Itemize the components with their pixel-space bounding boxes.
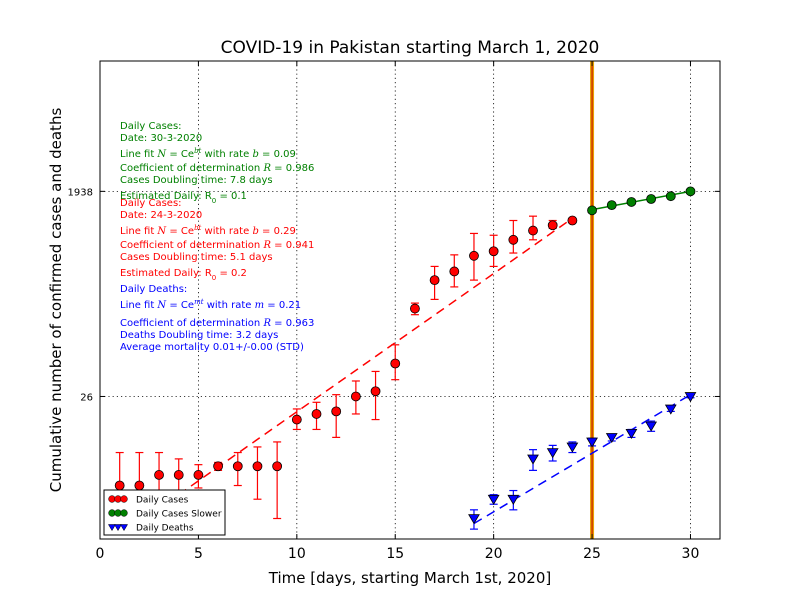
x-tick-label: 20 xyxy=(485,546,503,562)
grid xyxy=(100,61,720,539)
daily-cases-point xyxy=(173,470,184,480)
daily-cases-point xyxy=(567,215,578,226)
annotation-line: Coefficient of determination R = 0.963 xyxy=(120,318,314,329)
daily-cases-point xyxy=(154,470,164,480)
daily-deaths-point xyxy=(468,514,480,525)
daily-cases-point xyxy=(134,480,145,491)
x-tick-label: 5 xyxy=(194,546,203,562)
legend: Daily Cases Daily Cases Slower Daily Death… xyxy=(103,489,226,536)
daily-cases-point xyxy=(410,303,420,314)
x-tick-label: 10 xyxy=(288,546,306,562)
x-axis-label: Time [days, starting March 1st, 2020] xyxy=(268,569,551,587)
daily-cases-point xyxy=(213,461,223,472)
annotation-line: Daily Cases: xyxy=(120,198,182,209)
annotation-line: Date: 24-3-2020 xyxy=(120,210,202,221)
annotation-line: Daily Cases: xyxy=(120,121,182,132)
x-tick-label: 25 xyxy=(583,546,601,562)
annotation-line: Coefficient of determination R = 0.986 xyxy=(120,163,314,174)
daily-deaths-legend-marker xyxy=(107,524,117,532)
annotation-line: Deaths Doubling time: 3.2 days xyxy=(120,330,278,341)
annotation-line: Estimated Daily: R0 = 0.2 xyxy=(120,268,247,282)
annotation-line: Coefficient of determination R = 0.941 xyxy=(120,240,314,251)
plot-frame xyxy=(99,60,721,540)
daily-cases-point xyxy=(252,461,263,472)
daily-cases-slower-point xyxy=(587,205,597,216)
daily-cases-point xyxy=(370,386,381,397)
daily-cases-point xyxy=(232,461,243,472)
daily-deaths-point xyxy=(625,428,638,439)
daily-deaths-point xyxy=(664,404,677,415)
y-axis-ticks: 26 1938 xyxy=(68,187,720,403)
daily-cases-point xyxy=(291,414,302,425)
daily-cases-slower-point xyxy=(626,197,637,207)
data-markers xyxy=(114,186,697,525)
daily-cases-point xyxy=(350,391,361,402)
annotation-block: Daily Cases:Date: 24-3-2020 Line fit N = … xyxy=(120,198,314,282)
daily-cases-point xyxy=(488,246,499,257)
annotation-line: Cases Doubling time: 7.8 days xyxy=(120,175,273,186)
daily-deaths-point xyxy=(507,494,520,505)
cases-fit-line xyxy=(178,217,573,496)
daily-deaths-point xyxy=(566,442,579,453)
daily-cases-point xyxy=(508,234,519,245)
daily-cases-point xyxy=(429,275,440,286)
x-tick-label: 0 xyxy=(96,546,105,562)
daily-deaths-point xyxy=(586,437,598,448)
daily-deaths-point xyxy=(645,421,658,432)
daily-deaths-legend-marker xyxy=(113,524,123,532)
daily-deaths-point xyxy=(546,448,559,459)
annotation-block: Daily Deaths: Line fit N = Cemt with rate… xyxy=(120,284,314,353)
y-tick-label: 26 xyxy=(80,392,93,403)
x-tick-label: 30 xyxy=(682,546,700,562)
daily-deaths-point xyxy=(684,392,697,403)
daily-cases-point xyxy=(114,480,125,491)
daily-cases-point xyxy=(331,406,342,417)
daily-cases-slower-point xyxy=(606,200,617,211)
daily-cases-legend-marker xyxy=(120,495,128,503)
daily-cases-point xyxy=(449,266,460,277)
daily-cases-point xyxy=(390,358,401,369)
legend-label: Daily Deaths xyxy=(136,524,194,534)
chart-title: COVID-19 in Pakistan starting March 1, 2… xyxy=(221,38,600,58)
annotation-block: Daily Cases:Date: 30-3-2020 Line fit N = … xyxy=(120,121,314,205)
y-axis-label: Cumulative number of confirmed cases and… xyxy=(47,108,65,493)
daily-deaths-legend-marker xyxy=(119,524,129,532)
legend-label: Daily Cases Slower xyxy=(136,510,222,520)
daily-cases-point xyxy=(311,409,322,419)
y-tick-label: 1938 xyxy=(68,187,93,198)
annotation-line: Cases Doubling time: 5.1 days xyxy=(120,252,273,263)
daily-deaths-point xyxy=(527,454,539,465)
daily-cases-point xyxy=(528,225,538,236)
annotation-line: Daily Deaths: xyxy=(120,284,187,295)
daily-cases-slower-legend-marker xyxy=(120,509,128,517)
daily-deaths-point xyxy=(605,433,618,444)
legend-entry: Daily Deaths xyxy=(107,524,194,534)
annotation-line: Date: 30-3-2020 xyxy=(120,133,202,144)
daily-cases-slower-point xyxy=(685,186,696,197)
annotation-line: Line fit N = Cebt with rate b = 0.09 xyxy=(120,147,296,160)
annotation-line: Line fit N = Cemt with rate m = 0.21 xyxy=(120,298,301,311)
x-tick-label: 15 xyxy=(386,546,404,562)
daily-cases-point xyxy=(272,461,283,472)
daily-cases-point xyxy=(547,220,558,231)
daily-deaths-point xyxy=(487,494,500,505)
annotation-line: Estimated Daily: R0 = 0.1 xyxy=(120,191,247,205)
daily-cases-slower-point xyxy=(646,194,657,204)
x-axis-ticks: 0 5 10 15 20 25 30 xyxy=(96,61,700,562)
legend-entry: Daily Cases Slower xyxy=(108,509,222,520)
daily-cases-point xyxy=(469,250,479,261)
deaths-fit-line xyxy=(473,394,691,525)
daily-cases-point xyxy=(193,470,204,480)
legend-entry: Daily Cases xyxy=(108,495,189,506)
daily-cases-slower-point xyxy=(665,191,676,202)
annotation-line: Average mortality 0.01+/-0.00 (STD) xyxy=(120,342,304,353)
legend-label: Daily Cases xyxy=(136,496,189,506)
annotation-line: Line fit N = Cebt with rate b = 0.29 xyxy=(120,224,296,237)
